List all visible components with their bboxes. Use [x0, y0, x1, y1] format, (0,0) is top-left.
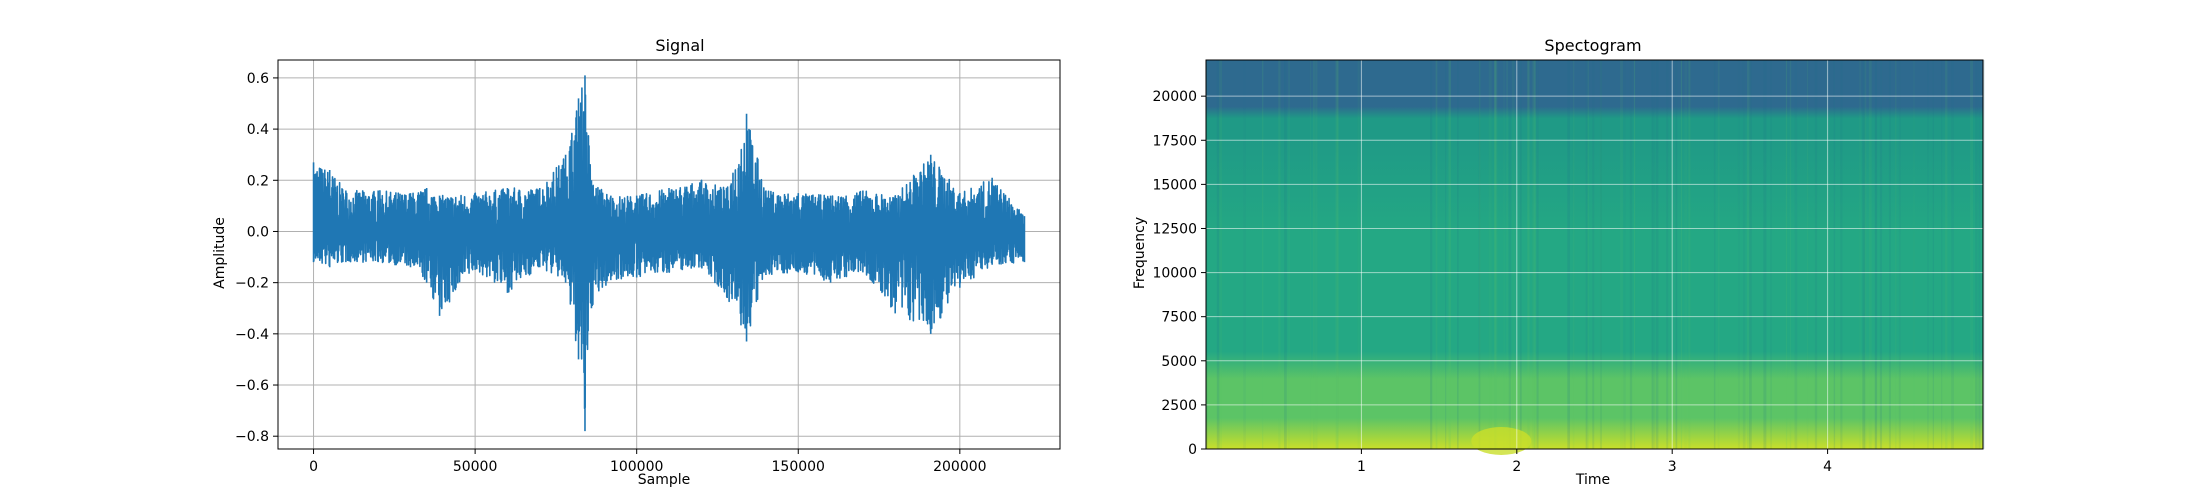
spectrogram-xlabel: Time — [1575, 472, 1611, 488]
signal-chart-title: Signal — [655, 36, 705, 55]
signal-x-tick-label: 150000 — [772, 459, 825, 475]
spectrogram-chart-title: Spectogram — [1544, 36, 1642, 55]
signal-xlabel: Sample — [637, 472, 691, 488]
signal-series-line — [312, 75, 1026, 432]
signal-y-tick-label: 0.0 — [247, 224, 269, 240]
signal-axes-frame — [277, 59, 1061, 450]
signal-x-tick-label: 0 — [309, 459, 318, 475]
signal-y-tick-label: −0.2 — [235, 276, 269, 292]
signal-y-tick-label: 0.4 — [247, 122, 269, 138]
signal-y-tick-label: −0.4 — [235, 327, 269, 343]
signal-x-tick-label: 200000 — [933, 459, 986, 475]
signal-y-tick-label: −0.6 — [235, 378, 269, 394]
signal-x-tick-label: 50000 — [453, 459, 498, 475]
signal-y-tick-label: 0.6 — [247, 71, 269, 87]
signal-x-tick-label: 100000 — [610, 459, 663, 475]
spectrogram-ylabel: Frequency — [1132, 216, 1148, 290]
signal-y-tick-label: 0.2 — [247, 173, 269, 189]
signal-y-tick-label: −0.8 — [235, 429, 269, 445]
